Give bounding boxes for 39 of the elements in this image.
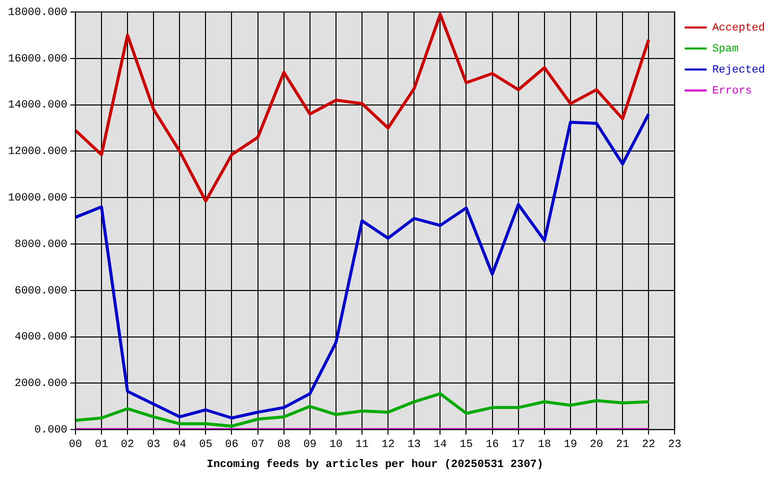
x-tick-label: 13 bbox=[408, 439, 421, 452]
y-tick-label: 16000.000 bbox=[8, 53, 68, 66]
x-tick-label: 23 bbox=[668, 439, 682, 452]
x-tick-label: 04 bbox=[173, 439, 187, 452]
y-tick-label: 8000.000 bbox=[14, 238, 68, 251]
y-tick-label: 14000.000 bbox=[8, 100, 68, 112]
x-tick-label: 12 bbox=[381, 439, 395, 452]
x-tick-label: 06 bbox=[225, 439, 238, 452]
x-tick-label: 16 bbox=[486, 439, 499, 452]
y-tick-label: 2000.000 bbox=[14, 378, 68, 390]
x-tick-label: 07 bbox=[251, 439, 264, 452]
x-tick-label: 01 bbox=[94, 439, 108, 452]
x-tick-label: 19 bbox=[564, 439, 578, 452]
x-tick-label: 10 bbox=[329, 439, 343, 452]
x-tick-label: 21 bbox=[616, 439, 630, 452]
y-tick-label: 4000.000 bbox=[14, 332, 68, 344]
x-axis-title: Incoming feeds by articles per hour (20250531 2307) bbox=[206, 458, 544, 472]
x-tick-label: 02 bbox=[120, 439, 134, 452]
x-tick-label: 18 bbox=[538, 439, 552, 452]
x-tick-label: 17 bbox=[512, 439, 525, 452]
legend-label: Rejected bbox=[712, 64, 766, 76]
x-tick-label: 20 bbox=[590, 439, 604, 452]
y-tick-label: 18000.000 bbox=[8, 6, 68, 19]
legend-label: Accepted bbox=[712, 22, 766, 34]
x-tick-label: 11 bbox=[355, 439, 370, 452]
x-tick-label: 22 bbox=[642, 439, 656, 452]
x-tick-label: 00 bbox=[68, 439, 82, 452]
x-tick-label: 09 bbox=[303, 439, 317, 452]
x-tick-label: 14 bbox=[434, 439, 448, 452]
y-tick-label: 12000.000 bbox=[8, 146, 68, 158]
legend-label: Errors bbox=[712, 85, 752, 98]
y-tick-label: 0.000 bbox=[34, 424, 68, 437]
y-tick-label: 10000.000 bbox=[8, 192, 68, 205]
x-tick-label: 05 bbox=[199, 439, 212, 452]
x-tick-label: 08 bbox=[277, 439, 290, 452]
x-tick-label: 03 bbox=[146, 439, 160, 452]
y-tick-label: 6000.000 bbox=[14, 285, 68, 298]
x-tick-label: 15 bbox=[460, 439, 473, 452]
legend-label: Spam bbox=[712, 43, 739, 56]
